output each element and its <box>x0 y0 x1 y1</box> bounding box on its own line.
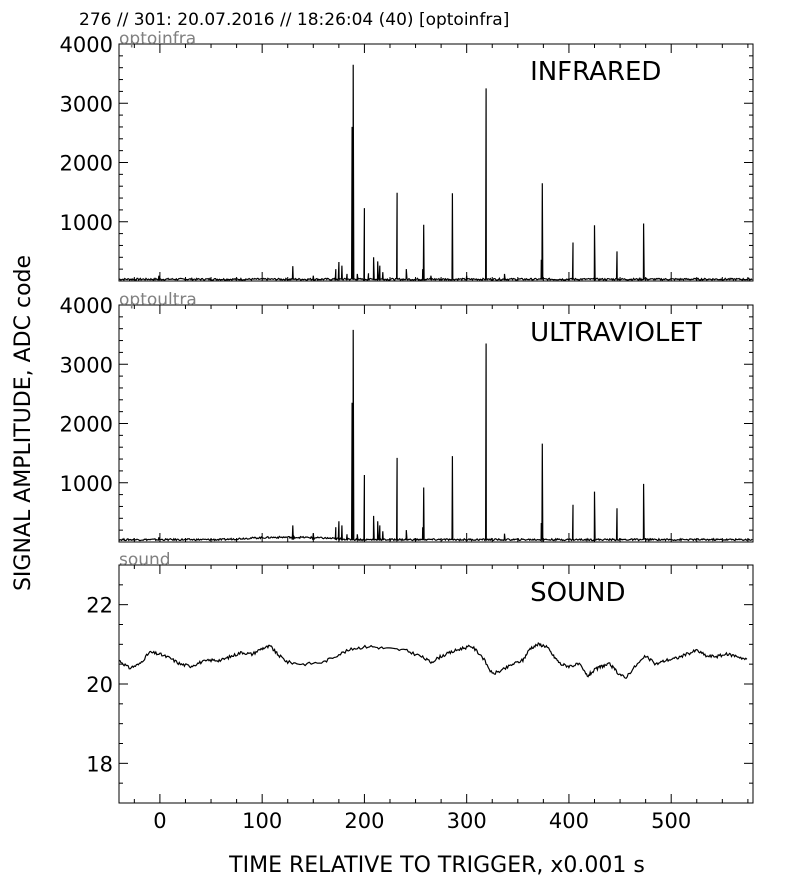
y-tick-label: 1000 <box>60 211 113 235</box>
x-tick-label: 0 <box>153 809 166 833</box>
y-tick-label: 1000 <box>60 472 113 496</box>
y-tick-label: 22 <box>86 594 113 618</box>
x-tick-label: 300 <box>447 809 487 833</box>
channel-label-optoinfra: optoinfra <box>119 29 196 49</box>
y-tick-label: 2000 <box>60 413 113 437</box>
x-tick-label: 400 <box>549 809 589 833</box>
channel-label-sound: sound <box>119 550 171 570</box>
y-tick-label: 4000 <box>60 294 113 318</box>
channel-label-optoultra: optoultra <box>119 290 197 310</box>
x-tick-label: 500 <box>651 809 691 833</box>
panel-title-optoultra: ULTRAVIOLET <box>530 318 702 348</box>
panel-optoinfra: 1000 2000 3000 4000 optoinfra INFRARED <box>60 29 754 282</box>
x-axis-label: TIME RELATIVE TO TRIGGER, x0.001 s <box>228 853 645 878</box>
plot-frame-sound <box>118 564 754 804</box>
y-tick-label: 2000 <box>60 152 113 176</box>
y-axis-label: SIGNAL AMPLITUDE, ADC code <box>11 255 36 591</box>
panel-title-optoinfra: INFRARED <box>530 57 661 87</box>
y-tick-label: 20 <box>86 673 113 697</box>
panel-title-sound: SOUND <box>530 578 625 608</box>
y-tick-label: 3000 <box>60 353 113 377</box>
series-line-sound <box>119 642 748 679</box>
x-tick-label: 200 <box>344 809 384 833</box>
series-line-optoultra <box>119 329 753 542</box>
panel-sound: 0 100 200 300 400 500 18 20 22 sound SOUND <box>86 550 754 833</box>
series-line-optoinfra <box>119 64 753 281</box>
figure-header: 276 // 301: 20.07.2016 // 18:26:04 (40) … <box>79 10 509 30</box>
panel-optoultra: 1000 2000 3000 4000 optoultra ULTRAVIOLET <box>60 290 754 543</box>
y-tick-label: 3000 <box>60 92 113 116</box>
x-tick-label: 100 <box>242 809 282 833</box>
y-tick-label: 18 <box>86 752 113 776</box>
y-tick-label: 4000 <box>60 33 113 57</box>
